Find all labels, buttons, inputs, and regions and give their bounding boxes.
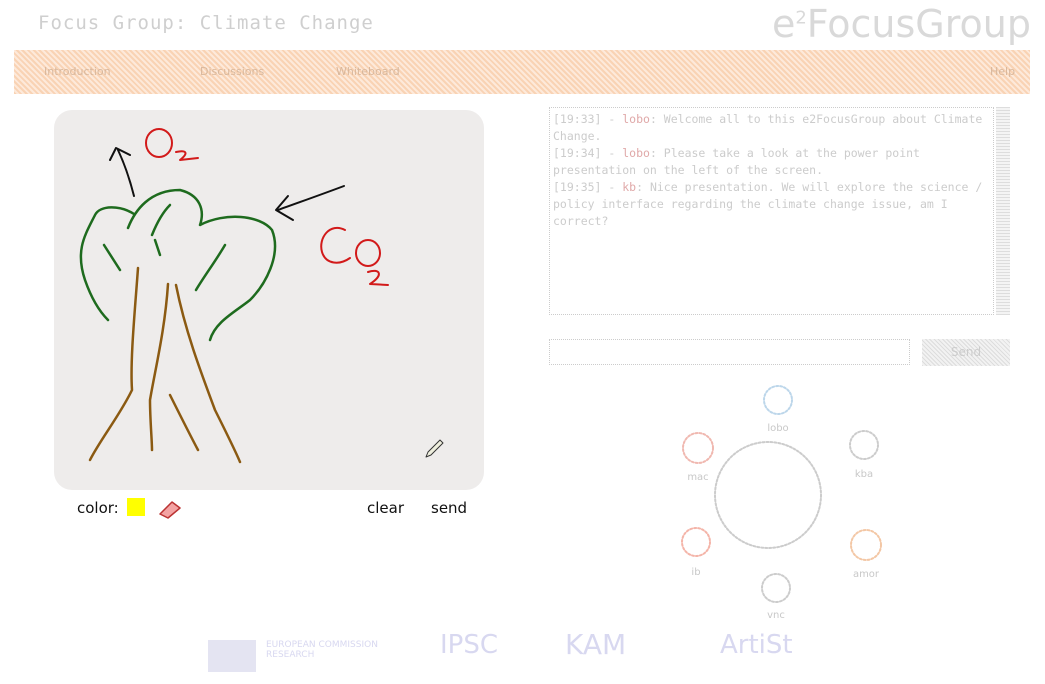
footer-logo: IPSC (440, 630, 498, 660)
color-swatch[interactable] (127, 498, 145, 516)
chat-log: [19:33] - lobo: Welcome all to this e2Fo… (549, 107, 994, 315)
arrows (110, 148, 344, 220)
message-time: [19:35] - (553, 180, 622, 194)
scrollbar[interactable] (996, 107, 1010, 315)
eu-flag (208, 640, 256, 672)
message-time: [19:33] - (553, 112, 622, 126)
message-user: lobo (622, 112, 650, 126)
page: {"header": {"title": "Focus Group: Clima… (0, 0, 1045, 684)
participant-name: kba (839, 469, 889, 480)
color-label: color: (77, 499, 119, 517)
participant-name: ib (671, 567, 721, 578)
participant-name: mac (673, 472, 723, 483)
footer-logo: KAM (565, 628, 626, 661)
participant-name: lobo (753, 423, 803, 434)
message-time: [19:34] - (553, 146, 622, 160)
eraser-icon[interactable] (160, 502, 180, 518)
message-user: kb (622, 180, 636, 194)
footer-logo: ArtiSt (720, 630, 793, 660)
chat-message: [19:35] - kb: Nice presentation. We will… (553, 179, 990, 230)
message-user: lobo (622, 146, 650, 160)
send-button[interactable]: send (431, 499, 467, 517)
tree-trunk (90, 268, 240, 462)
pencil-icon[interactable] (426, 440, 443, 457)
footer-logo: EUROPEAN COMMISSION RESEARCH (266, 640, 396, 660)
participant-name: amor (841, 569, 891, 580)
chat-input[interactable] (549, 339, 910, 365)
chat-send-button[interactable]: Send (922, 339, 1010, 366)
clear-button[interactable]: clear (367, 499, 404, 517)
table-circle (715, 442, 821, 548)
tree-crown (81, 190, 275, 340)
chat-message: [19:33] - lobo: Welcome all to this e2Fo… (553, 111, 990, 145)
chem-formula (146, 129, 388, 285)
participant-name: vnc (751, 610, 801, 621)
chat-message: [19:34] - lobo: Please take a look at th… (553, 145, 990, 179)
